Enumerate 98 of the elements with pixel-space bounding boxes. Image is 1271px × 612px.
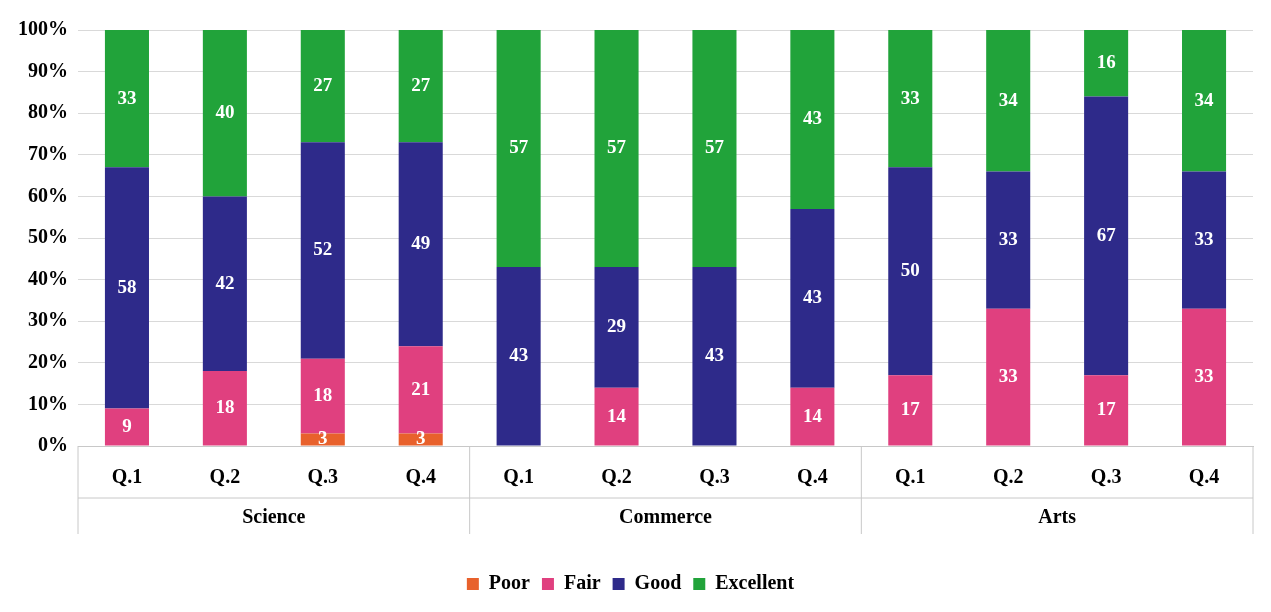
bar	[888, 167, 933, 376]
bar	[398, 142, 443, 347]
bar	[594, 267, 639, 388]
bar	[790, 208, 835, 388]
bar	[888, 375, 933, 446]
data-label: 40	[215, 101, 235, 123]
bar	[790, 30, 835, 209]
y-tick-label: 30%	[28, 308, 68, 331]
y-tick-label: 70%	[28, 141, 68, 164]
x-tick-label: Q.3	[307, 465, 339, 488]
bar	[496, 267, 541, 446]
data-label: 9	[122, 414, 132, 436]
data-label: 57	[509, 136, 529, 158]
bar	[888, 30, 933, 168]
x-tick-label: Q.3	[699, 465, 730, 488]
x-tick-label: Q.1	[895, 465, 926, 488]
text: Arts	[1038, 505, 1077, 528]
data-label: 16	[1096, 51, 1116, 73]
data-label: 33	[1194, 365, 1214, 387]
legend-label: Poor	[488, 571, 531, 594]
y-tick-label: 10%	[28, 391, 68, 414]
bar	[692, 267, 737, 446]
y-tick-label: 0%	[38, 433, 68, 456]
data-label: 17	[1096, 398, 1117, 420]
data-label: 50	[900, 259, 920, 281]
data-label: 14	[802, 404, 823, 426]
data-label: 58	[117, 275, 137, 297]
x-tick-label: Q.2	[209, 465, 241, 488]
bar	[986, 171, 1031, 309]
data-label: 3	[415, 427, 426, 449]
data-label: 27	[313, 74, 333, 96]
data-label: 49	[411, 232, 431, 254]
x-tick-label: Q.1	[503, 465, 534, 488]
bar	[104, 30, 149, 168]
text: Commerce	[619, 505, 713, 528]
data-label: 14	[607, 404, 627, 426]
y-tick-label: 40%	[28, 266, 68, 289]
x-tick-label: Q.3	[1090, 465, 1122, 488]
y-tick-label: 80%	[28, 100, 68, 123]
bar	[202, 371, 247, 446]
bar	[104, 167, 149, 409]
legend-label: Good	[634, 571, 682, 594]
data-label: 34	[998, 88, 1019, 110]
legend-label: Excellent	[715, 571, 795, 594]
bar	[300, 30, 345, 143]
bar	[790, 387, 835, 446]
y-tick-label: 60%	[28, 183, 68, 206]
data-label: 33	[998, 227, 1018, 249]
data-label: 42	[215, 271, 235, 293]
data-label: 21	[411, 377, 431, 399]
bar	[1084, 96, 1129, 376]
bar	[986, 308, 1031, 446]
data-label: 18	[313, 383, 333, 405]
bar	[594, 387, 639, 446]
y-tick-label: 100%	[18, 17, 68, 40]
data-label: 43	[509, 344, 529, 366]
data-label: 43	[802, 107, 822, 129]
bar	[986, 30, 1031, 172]
data-label: 29	[607, 315, 627, 337]
data-label: 57	[704, 136, 725, 158]
bar	[1084, 30, 1129, 97]
x-tick-label: Q.1	[111, 465, 143, 488]
bar	[1182, 30, 1227, 172]
bar	[1084, 375, 1129, 446]
y-tick-label: 90%	[28, 58, 68, 81]
legend-label: Fair	[563, 571, 601, 594]
bar	[1182, 308, 1227, 446]
bar	[202, 30, 247, 197]
y-tick-label: 50%	[28, 225, 68, 248]
data-label: 33	[1194, 227, 1214, 249]
bar	[104, 408, 149, 446]
data-label: 43	[704, 344, 724, 366]
x-tick-label: Q.4	[797, 465, 828, 488]
x-tick-label: Q.2	[992, 465, 1024, 488]
bar	[398, 30, 443, 143]
x-tick-label: Q.4	[405, 465, 436, 488]
data-label: 34	[1194, 88, 1215, 110]
bar	[1182, 171, 1227, 309]
data-label: 27	[411, 74, 431, 96]
x-tick-label: Q.4	[1188, 465, 1220, 488]
bar	[496, 30, 541, 268]
data-label: 17	[900, 398, 921, 420]
data-label: 33	[117, 86, 137, 108]
data-label: 67	[1096, 223, 1117, 245]
bar	[300, 142, 345, 359]
bar	[692, 30, 737, 268]
data-label: 33	[900, 86, 920, 108]
bar	[594, 30, 639, 268]
data-label: 3	[318, 427, 328, 449]
y-tick-label: 20%	[28, 349, 68, 372]
data-label: 52	[313, 238, 333, 260]
bar	[202, 196, 247, 372]
text: Science	[242, 505, 306, 528]
data-label: 33	[998, 365, 1018, 387]
data-label: 57	[607, 136, 627, 158]
data-label: 43	[802, 286, 822, 308]
x-tick-label: Q.2	[601, 465, 632, 488]
data-label: 18	[215, 396, 235, 418]
